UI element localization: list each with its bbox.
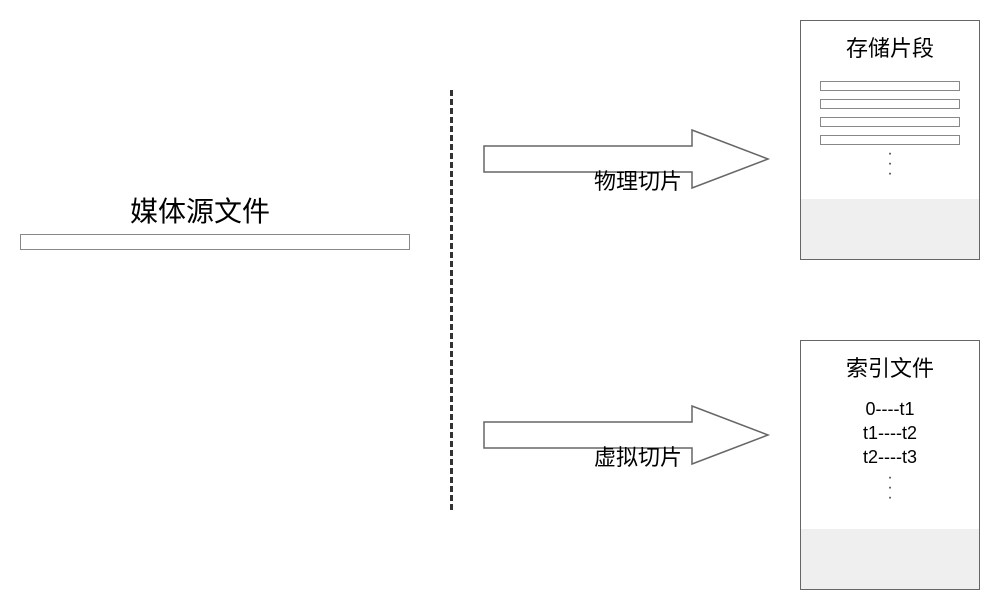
storage-segment-bar xyxy=(820,99,960,109)
storage-segment-list xyxy=(801,81,979,145)
index-line: 0----t1 xyxy=(801,397,979,421)
storage-segments-box: 存储片段 ··· xyxy=(800,20,980,260)
storage-segment-bar xyxy=(820,81,960,91)
source-file-label: 媒体源文件 xyxy=(130,190,270,230)
storage-ellipsis: ··· xyxy=(801,149,979,179)
index-line: t1----t2 xyxy=(801,421,979,445)
storage-box-shade xyxy=(801,199,979,259)
index-lines-list: 0----t1t1----t2t2----t3 xyxy=(801,397,979,469)
virtual-slice-label: 虚拟切片 xyxy=(594,440,682,472)
index-box-title: 索引文件 xyxy=(801,351,979,383)
physical-slice-label: 物理切片 xyxy=(594,164,682,196)
storage-box-title: 存储片段 xyxy=(801,31,979,63)
index-ellipsis: ··· xyxy=(801,473,979,503)
diagram-canvas: 媒体源文件 物理切片 虚拟切片 存储片段 ··· 索引文件 0----t1t1-… xyxy=(0,0,1000,612)
storage-segment-bar xyxy=(820,135,960,145)
index-file-box: 索引文件 0----t1t1----t2t2----t3 ··· xyxy=(800,340,980,590)
index-line: t2----t3 xyxy=(801,445,979,469)
index-box-shade xyxy=(801,529,979,589)
storage-segment-bar xyxy=(820,117,960,127)
dashed-divider xyxy=(450,90,453,510)
source-file-bar xyxy=(20,234,410,250)
